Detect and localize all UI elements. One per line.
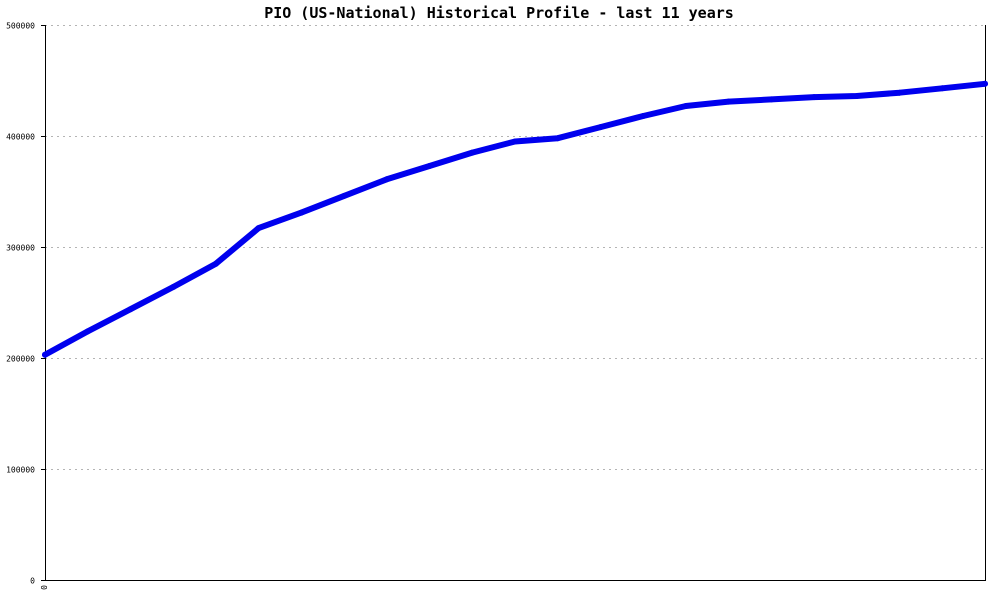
y-tick-label: 200000 [6,355,35,364]
data-point [768,96,775,103]
data-point [597,124,604,131]
data-point [682,103,689,109]
data-point [939,85,946,92]
data-point [982,80,988,87]
series-layer [42,80,988,358]
chart-title: PIO (US-National) Historical Profile - l… [264,4,734,22]
grid-lines [45,25,985,470]
data-point [255,225,262,232]
data-point [640,113,647,119]
y-tick-labels: 0 100000 200000 300000 400000 500000 [6,22,45,586]
data-point [298,209,305,216]
y-tick-label: 100000 [6,466,35,475]
data-point [383,176,390,183]
data-point [853,93,860,99]
data-point [896,89,903,96]
data-point [512,138,518,145]
data-point [127,306,134,313]
data-point [469,149,476,156]
x-tick-labels: 0 [40,585,49,590]
data-point [212,260,219,267]
y-tick-label: 300000 [6,244,35,253]
data-point [84,328,91,335]
data-point [426,163,433,169]
data-point [554,135,561,142]
data-point [725,98,732,105]
series-line [42,80,988,358]
y-tick-label: 400000 [6,133,35,142]
y-tick-label: 0 [30,577,35,586]
y-tick-label: 500000 [6,22,35,31]
data-point [170,284,177,290]
x-tick-label: 0 [40,585,49,590]
data-point [42,351,48,358]
data-point [341,192,348,199]
data-point [811,94,818,101]
axes [45,25,986,581]
